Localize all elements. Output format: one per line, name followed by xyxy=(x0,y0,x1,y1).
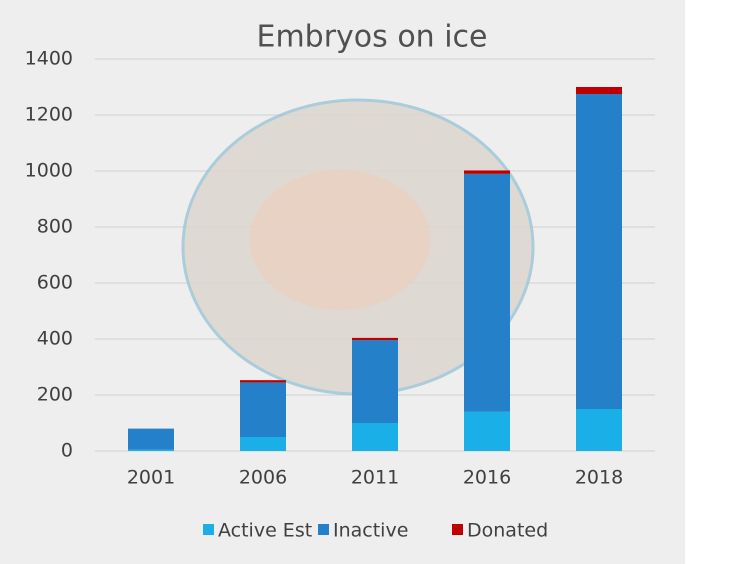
y-tick-label: 1000 xyxy=(25,160,73,182)
bars: 2001 2006 2011 2016 2018 xyxy=(127,87,623,489)
legend-swatch xyxy=(452,524,463,535)
bar-segment xyxy=(240,382,286,437)
y-tick-label: 1400 xyxy=(25,48,73,70)
y-tick-label: 200 xyxy=(37,384,73,406)
legend-label: Donated xyxy=(467,520,548,542)
legend-swatch xyxy=(318,524,329,535)
y-tick-label: 400 xyxy=(37,328,73,350)
chart-title: Embryos on ice xyxy=(256,20,487,55)
bar-segment xyxy=(352,337,398,341)
legend-label: Inactive xyxy=(333,520,408,542)
bar-segment xyxy=(576,94,622,409)
bar-segment xyxy=(464,170,510,174)
bar-segment xyxy=(352,423,398,451)
photo-subject xyxy=(250,170,430,310)
bar-segment xyxy=(576,409,622,451)
legend-label: Active Est xyxy=(218,520,312,542)
bar-segment xyxy=(128,428,174,450)
x-tick-label: 2011 xyxy=(351,467,399,489)
x-tick-label: 2001 xyxy=(127,467,175,489)
y-tick-label: 600 xyxy=(37,272,73,294)
bar-segment xyxy=(464,173,510,412)
y-tick-label: 0 xyxy=(61,440,73,462)
bar-segment xyxy=(240,380,286,383)
y-tick-label: 800 xyxy=(37,216,73,238)
bar-segment xyxy=(352,340,398,423)
bar-segment xyxy=(128,449,174,451)
y-tick-label: 1200 xyxy=(25,104,73,126)
bar-segment xyxy=(464,411,510,451)
legend: Active Est Inactive Donated xyxy=(203,520,548,542)
legend-swatch xyxy=(203,524,214,535)
x-tick-label: 2016 xyxy=(463,467,511,489)
bar-segment xyxy=(576,87,622,94)
x-tick-label: 2006 xyxy=(239,467,287,489)
bar-segment xyxy=(240,437,286,451)
x-tick-label: 2018 xyxy=(575,467,623,489)
